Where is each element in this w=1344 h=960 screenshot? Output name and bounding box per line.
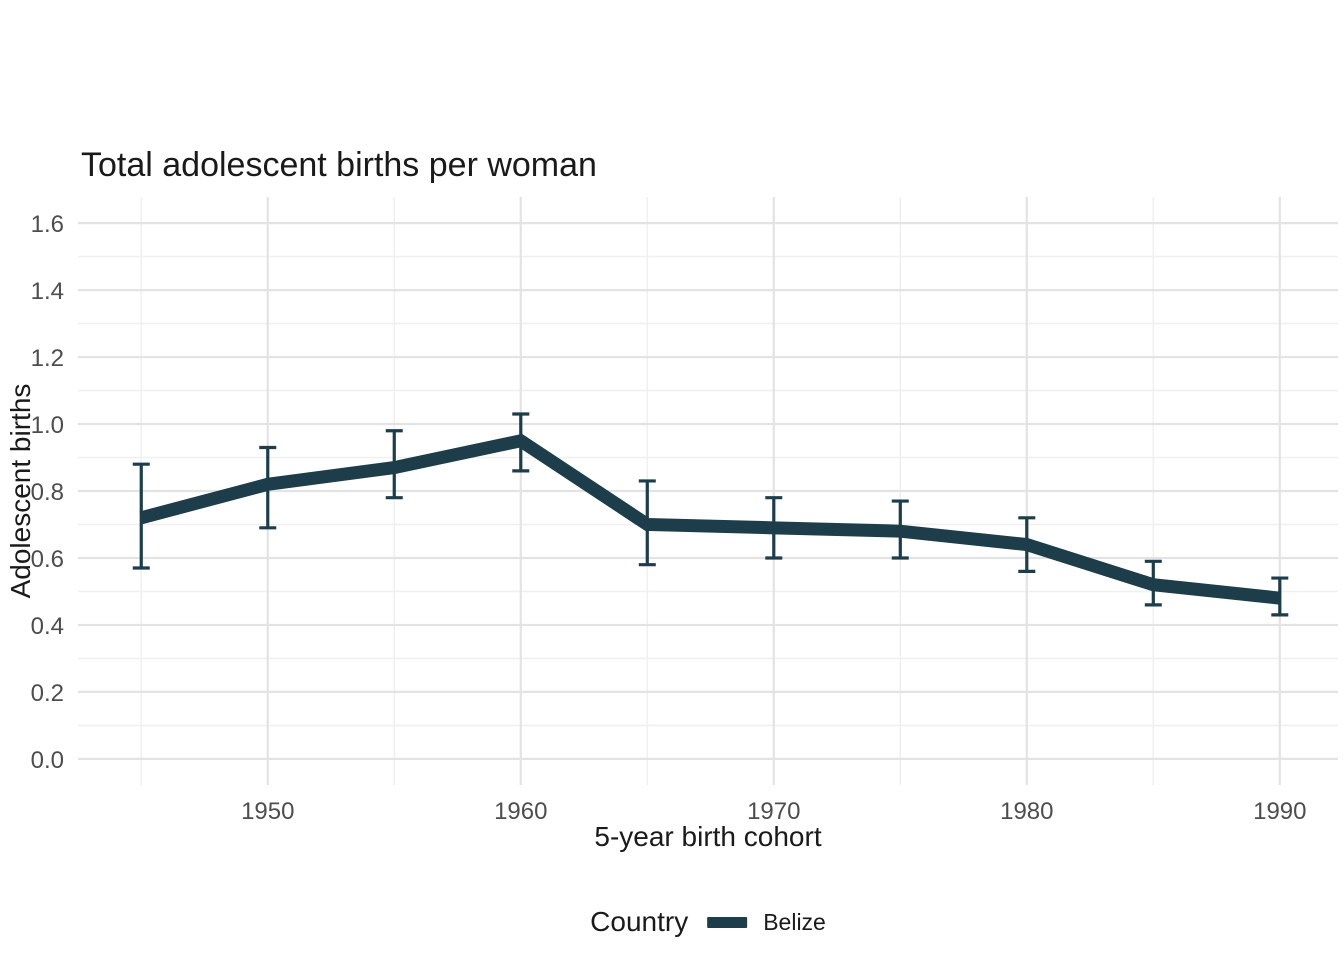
legend-item-label: Belize xyxy=(763,908,826,935)
y-tick-label: 1.0 xyxy=(31,412,64,439)
y-tick-label: 1.4 xyxy=(31,278,64,305)
y-tick-label: 0.6 xyxy=(31,546,64,573)
legend-title: Country xyxy=(590,906,689,937)
y-tick-label: 1.6 xyxy=(31,211,64,238)
chart-title: Total adolescent births per woman xyxy=(81,146,597,184)
series-line-belize xyxy=(139,433,1281,605)
legend-line-swatch xyxy=(707,916,748,928)
legend: Country Belize xyxy=(590,906,826,938)
x-axis-title: 5-year birth cohort xyxy=(594,821,822,852)
x-tick-label: 1960 xyxy=(494,798,547,825)
x-tick-label: 1980 xyxy=(1000,798,1053,825)
y-tick-label: 1.2 xyxy=(31,345,64,372)
y-tick-label: 0.2 xyxy=(31,680,64,707)
y-tick-label: 0.4 xyxy=(31,613,64,640)
x-tick-label: 1970 xyxy=(747,798,800,825)
y-tick-label: 0.8 xyxy=(31,479,64,506)
x-tick-label: 1990 xyxy=(1253,798,1306,825)
x-tick-label: 1950 xyxy=(241,798,294,825)
y-axis-title: Adolescent births xyxy=(5,383,36,599)
y-tick-label: 0.0 xyxy=(31,747,64,774)
